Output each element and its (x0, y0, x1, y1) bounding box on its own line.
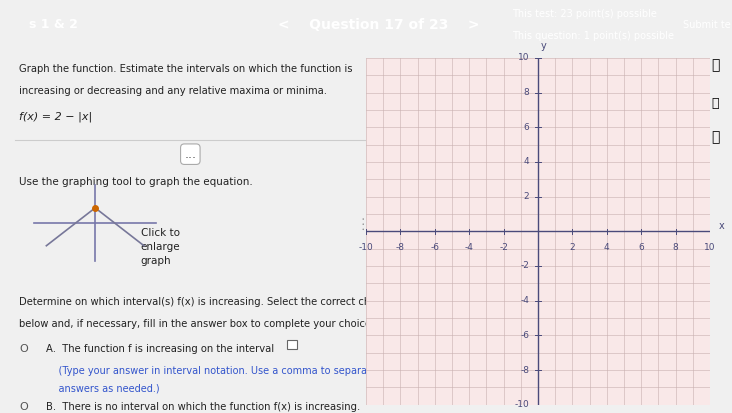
Text: x: x (720, 221, 725, 231)
Text: -10: -10 (515, 400, 529, 409)
Text: 6: 6 (523, 123, 529, 132)
Text: -2: -2 (520, 261, 529, 271)
Text: O: O (19, 344, 28, 354)
Text: 6: 6 (638, 243, 644, 252)
Text: Graph the function. Estimate the intervals on which the function is: Graph the function. Estimate the interva… (19, 64, 353, 74)
Text: 🔍: 🔍 (712, 97, 720, 110)
Text: (Type your answer in interval notation. Use a comma to separate: (Type your answer in interval notation. … (45, 366, 376, 376)
Text: B.  There is no interval on which the function f(x) is increasing.: B. There is no interval on which the fun… (45, 402, 360, 412)
Text: 🔍: 🔍 (712, 59, 720, 73)
Text: Determine on which interval(s) f(x) is increasing. Select the correct choice: Determine on which interval(s) f(x) is i… (19, 297, 391, 307)
Text: below and, if necessary, fill in the answer box to complete your choice.: below and, if necessary, fill in the ans… (19, 318, 374, 328)
Text: 8: 8 (523, 88, 529, 97)
Text: 4: 4 (604, 243, 610, 252)
FancyBboxPatch shape (288, 340, 297, 349)
Text: increasing or decreasing and any relative maxima or minima.: increasing or decreasing and any relativ… (19, 86, 327, 96)
Text: -10: -10 (359, 243, 373, 252)
Text: <    Question 17 of 23    >: < Question 17 of 23 > (278, 18, 479, 32)
Text: -4: -4 (520, 296, 529, 305)
Text: Click to
enlarge
graph: Click to enlarge graph (141, 228, 181, 266)
Text: s 1 & 2: s 1 & 2 (29, 18, 78, 31)
Text: 8: 8 (673, 243, 679, 252)
Text: This question: 1 point(s) possible: This question: 1 point(s) possible (512, 31, 674, 41)
Text: 4: 4 (524, 157, 529, 166)
Text: -8: -8 (396, 243, 405, 252)
Text: -6: -6 (430, 243, 439, 252)
Text: Use the graphing tool to graph the equation.: Use the graphing tool to graph the equat… (19, 177, 253, 187)
Text: 10: 10 (518, 53, 529, 62)
Text: f(x) = 2 − |x|: f(x) = 2 − |x| (19, 112, 92, 122)
Text: A.  The function f is increasing on the interval: A. The function f is increasing on the i… (45, 344, 274, 354)
Text: -8: -8 (520, 366, 529, 375)
Text: 2: 2 (524, 192, 529, 201)
Text: answers as needed.): answers as needed.) (45, 384, 160, 394)
Text: -6: -6 (520, 331, 529, 340)
Text: 10: 10 (704, 243, 716, 252)
Text: This test: 23 point(s) possible: This test: 23 point(s) possible (512, 9, 657, 19)
Text: -2: -2 (499, 243, 508, 252)
Text: ...: ... (184, 148, 196, 161)
Text: Submit te: Submit te (682, 20, 731, 30)
Text: ⧉: ⧉ (712, 131, 720, 145)
Text: • • •: • • • (362, 216, 367, 230)
Text: -4: -4 (465, 243, 474, 252)
Text: y: y (541, 40, 547, 51)
Text: O: O (19, 402, 28, 412)
Text: 2: 2 (569, 243, 575, 252)
